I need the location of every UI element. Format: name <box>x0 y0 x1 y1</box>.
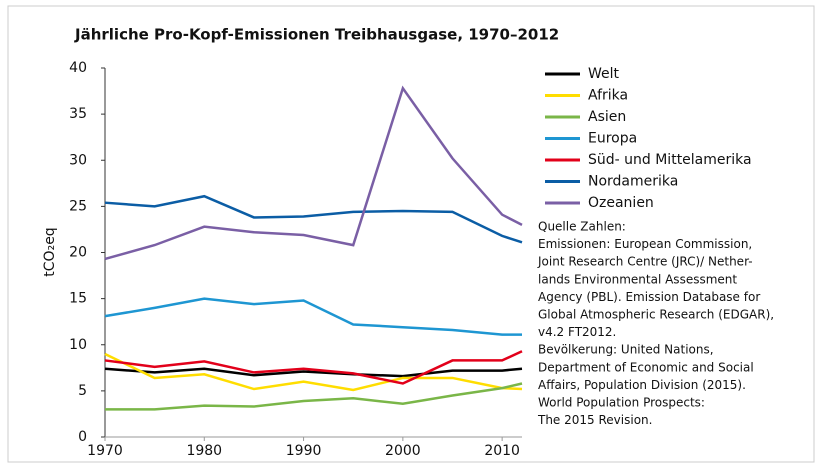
frame <box>7 5 815 463</box>
x-tick-label: 1970 <box>87 443 123 459</box>
y-tick-label: 0 <box>78 429 87 445</box>
legend-label: Welt <box>588 66 620 82</box>
chart-title: Jährliche Pro-Kopf-Emissionen Treibhausg… <box>74 26 559 44</box>
source-note: Department of Economic and Social <box>538 360 754 374</box>
source-note: World Population Prospects: <box>538 396 705 410</box>
legend-label: Ozeanien <box>588 195 654 211</box>
source-note: Affairs, Population Division (2015). <box>538 378 746 392</box>
series-line <box>105 382 523 411</box>
source-note: Bevölkerung: United Nations, <box>538 343 714 357</box>
y-tick-label: 30 <box>69 152 87 168</box>
series-line <box>104 85 523 261</box>
y-tick-label: 20 <box>69 245 87 261</box>
series-line <box>104 297 522 336</box>
source-note: Global Atmospheric Research (EDGAR), <box>538 308 774 322</box>
legend-label: Asien <box>588 109 626 125</box>
y-tick-label: 35 <box>69 106 87 122</box>
source-note: The 2015 Revision. <box>537 413 652 427</box>
source-note: lands Environmental Assessment <box>538 272 737 286</box>
x-tick-label: 1980 <box>186 443 222 459</box>
source-note: Emissionen: European Commission, <box>538 237 752 251</box>
y-tick-label: 5 <box>78 383 87 399</box>
source-note: Joint Research Centre (JRC)/ Nether- <box>537 255 753 269</box>
y-axis-label: tCO₂eq <box>42 227 58 276</box>
series-line <box>104 350 523 385</box>
legend-label: Süd- und Mittelamerika <box>588 152 752 168</box>
legend-label: Nordamerika <box>588 174 678 190</box>
legend-label: Europa <box>588 131 637 147</box>
legend-label: Afrika <box>588 88 628 104</box>
y-tick-label: 40 <box>69 60 87 76</box>
y-tick-label: 15 <box>69 291 87 307</box>
x-tick-label: 2000 <box>385 443 421 459</box>
source-note: Agency (PBL). Emission Database for <box>538 290 760 304</box>
x-tick-label: 2010 <box>484 443 520 459</box>
series-line <box>104 352 523 392</box>
y-tick-label: 25 <box>69 198 87 214</box>
source-note: Quelle Zahlen: <box>538 220 626 234</box>
series-line <box>104 367 523 378</box>
series-line <box>104 194 523 244</box>
x-tick-label: 1990 <box>286 443 322 459</box>
y-tick-label: 10 <box>69 337 87 353</box>
source-note: v4.2 FT2012. <box>538 325 616 339</box>
